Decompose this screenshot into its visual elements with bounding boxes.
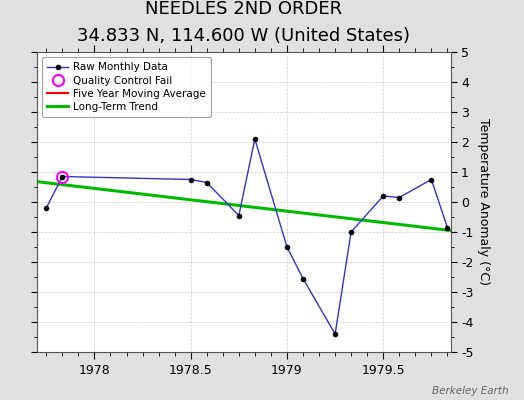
Raw Monthly Data — [252, 137, 258, 142]
Line: Raw Monthly Data: Raw Monthly Data — [44, 136, 450, 336]
Legend: Raw Monthly Data, Quality Control Fail, Five Year Moving Average, Long-Term Tren: Raw Monthly Data, Quality Control Fail, … — [42, 57, 211, 117]
Title: NEEDLES 2ND ORDER
34.833 N, 114.600 W (United States): NEEDLES 2ND ORDER 34.833 N, 114.600 W (U… — [77, 0, 410, 45]
Text: Berkeley Earth: Berkeley Earth — [432, 386, 508, 396]
Raw Monthly Data — [348, 230, 354, 234]
Raw Monthly Data — [59, 174, 66, 179]
Raw Monthly Data — [203, 180, 210, 185]
Raw Monthly Data — [43, 206, 49, 210]
Raw Monthly Data — [380, 194, 386, 198]
Raw Monthly Data — [396, 195, 402, 200]
Raw Monthly Data — [284, 244, 290, 250]
Raw Monthly Data — [444, 225, 451, 230]
Raw Monthly Data — [332, 332, 339, 336]
Y-axis label: Temperature Anomaly (°C): Temperature Anomaly (°C) — [477, 118, 490, 286]
Raw Monthly Data — [188, 177, 194, 182]
Raw Monthly Data — [300, 276, 306, 281]
Raw Monthly Data — [236, 213, 242, 218]
Raw Monthly Data — [428, 177, 434, 182]
